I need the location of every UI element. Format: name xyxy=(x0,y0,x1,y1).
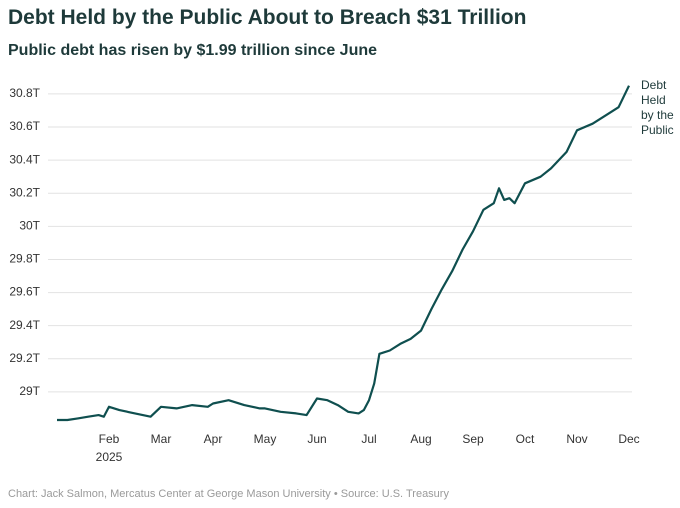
x-tick-label: Jul xyxy=(361,432,376,446)
y-tick-label: 30.4T xyxy=(9,152,40,166)
x-tick-label: Nov xyxy=(566,432,587,446)
x-tick-label: Sep xyxy=(462,432,484,446)
x-tick-label: Aug xyxy=(410,432,431,446)
chart-subtitle: Public debt has risen by $1.99 trillion … xyxy=(8,42,378,59)
y-tick-label: 29.8T xyxy=(9,252,40,266)
y-tick-label: 29.4T xyxy=(9,318,40,332)
y-tick-label: 30T xyxy=(19,219,40,233)
x-tick-label: Oct xyxy=(516,432,535,446)
x-tick-year: 2025 xyxy=(96,450,123,464)
y-tick-label: 29T xyxy=(19,384,40,398)
y-tick-label: 29.6T xyxy=(9,285,40,299)
y-tick-label: 30.2T xyxy=(9,185,40,199)
x-tick-label: Feb xyxy=(99,432,120,446)
source-note: Chart: Jack Salmon, Mercatus Center at G… xyxy=(8,488,449,500)
x-tick-label: Jun xyxy=(307,432,326,446)
y-tick-label: 30.8T xyxy=(9,86,40,100)
x-tick-label: Mar xyxy=(151,432,172,446)
y-tick-label: 29.2T xyxy=(9,351,40,365)
series-label: Debt Held by the Public xyxy=(641,78,674,137)
y-tick-label: 30.6T xyxy=(9,119,40,133)
x-tick-label: Apr xyxy=(204,432,223,446)
chart-title: Debt Held by the Public About to Breach … xyxy=(8,6,527,29)
series-line xyxy=(57,85,630,422)
x-tick-label: Dec xyxy=(618,432,639,446)
x-tick-label: May xyxy=(254,432,277,446)
